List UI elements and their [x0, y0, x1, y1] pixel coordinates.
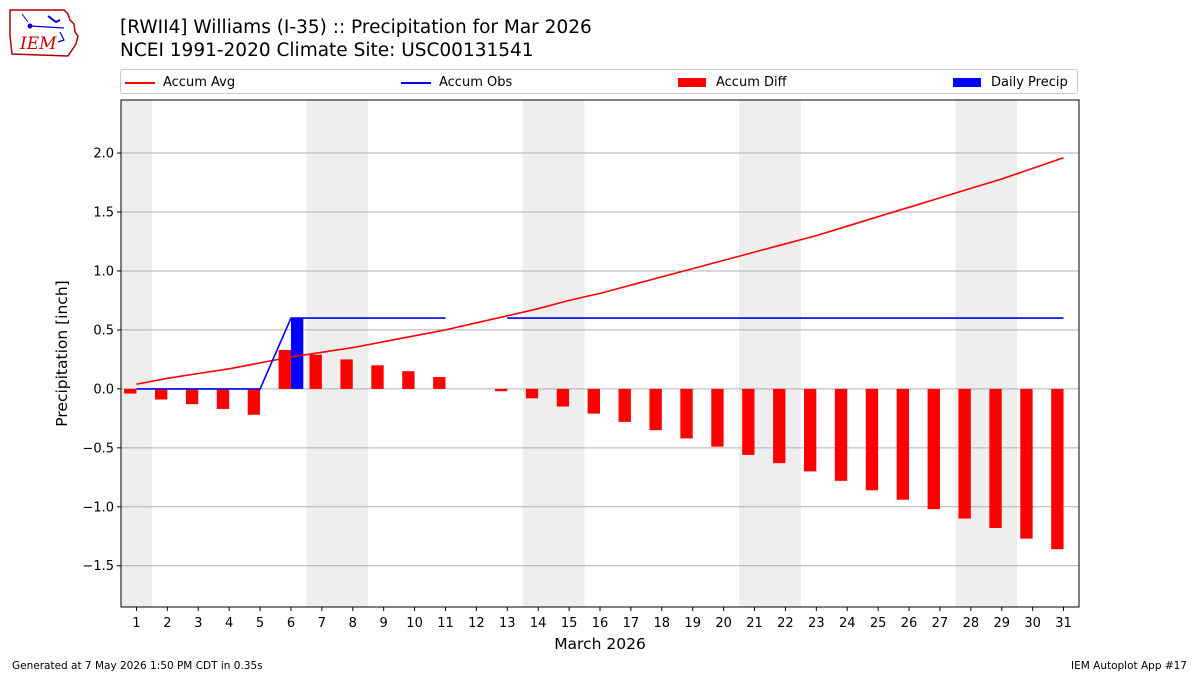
accum-diff-bar	[896, 388, 910, 500]
y-tick-label: −1.0	[82, 500, 114, 515]
accum-diff-bar	[927, 388, 940, 510]
x-tick-label: 27	[932, 616, 949, 631]
x-tick-label: 7	[318, 616, 326, 631]
x-tick-label: 23	[808, 616, 825, 631]
x-tick-label: 17	[623, 616, 640, 631]
accum-diff-bar	[773, 388, 786, 464]
daily-precip-bar	[290, 318, 304, 389]
app-credit: IEM Autoplot App #17	[1071, 660, 1187, 672]
weekend-band-3	[522, 100, 585, 607]
accum-diff-bar	[525, 388, 539, 399]
x-tick-label: 10	[406, 616, 423, 631]
legend-entry-daily-precip: Daily Precip	[953, 70, 1068, 95]
accum-diff-bar	[402, 371, 415, 389]
legend-label-daily-precip: Daily Precip	[991, 75, 1068, 90]
generated-timestamp: Generated at 7 May 2026 1:50 PM CDT in 0…	[12, 660, 263, 672]
x-tick-label: 31	[1055, 616, 1072, 631]
accum-diff-bar	[865, 388, 879, 491]
x-tick-label: 2	[163, 616, 171, 631]
accum-diff-bar	[216, 388, 230, 409]
x-tick-label: 29	[993, 616, 1010, 631]
legend-swatch-accum-diff	[678, 78, 706, 87]
x-tick-label: 5	[256, 616, 264, 631]
x-tick-label: 20	[715, 616, 732, 631]
x-tick-label: 1	[132, 616, 140, 631]
y-tick-label: 1.5	[93, 206, 114, 221]
x-tick-label: 14	[530, 616, 547, 631]
accum-diff-bar	[340, 359, 353, 389]
accum-diff-bar	[278, 349, 291, 389]
chart-subtitle: NCEI 1991-2020 Climate Site: USC00131541	[120, 40, 534, 61]
accum-diff-bar	[958, 388, 971, 519]
x-tick-label: 12	[468, 616, 485, 631]
accum-diff-bar	[989, 388, 1002, 529]
accum-diff-bar	[556, 388, 570, 407]
accum-diff-bar	[1051, 388, 1064, 550]
legend: Accum Avg Accum Obs Accum Diff Daily Pre…	[120, 69, 1078, 94]
accum-diff-bar	[154, 388, 168, 400]
accum-diff-bar	[649, 388, 662, 431]
x-tick-label: 13	[499, 616, 516, 631]
x-tick-label: 11	[437, 616, 454, 631]
x-tick-label: 30	[1024, 616, 1041, 631]
accum-diff-bar	[803, 388, 817, 472]
chart-title: [RWII4] Williams (I-35) :: Precipitation…	[120, 17, 592, 38]
accum-diff-bar	[587, 388, 600, 414]
x-tick-label: 15	[561, 616, 578, 631]
accum-diff-bar	[494, 388, 508, 392]
y-tick-label: 0.5	[93, 323, 114, 338]
x-tick-label: 21	[746, 616, 763, 631]
legend-swatch-accum-obs	[401, 81, 431, 84]
weekend-band-1	[121, 100, 152, 607]
x-tick-label: 3	[194, 616, 202, 631]
x-tick-label: 18	[654, 616, 671, 631]
x-tick-label: 24	[839, 616, 856, 631]
accum-diff-bar	[309, 354, 322, 389]
x-tick-label: 9	[380, 616, 388, 631]
accum-diff-bar	[834, 388, 848, 481]
accum-diff-bar	[433, 377, 446, 389]
y-axis-label: Precipitation [inch]	[53, 280, 71, 426]
y-tick-label: 0.0	[93, 382, 114, 397]
logo-text: IEM	[19, 34, 57, 54]
y-tick-label: −0.5	[82, 441, 114, 456]
x-tick-label: 25	[870, 616, 887, 631]
legend-swatch-daily-precip	[953, 78, 981, 87]
accum-diff-bar	[1020, 388, 1033, 539]
x-tick-label: 16	[592, 616, 609, 631]
legend-entry-accum-diff: Accum Diff	[678, 70, 787, 95]
accum-avg-line	[136, 157, 1064, 385]
legend-swatch-accum-avg	[125, 81, 155, 84]
accum-diff-bar	[618, 388, 631, 422]
y-tick-label: 1.0	[93, 264, 114, 279]
legend-label-accum-diff: Accum Diff	[716, 75, 787, 90]
legend-entry-accum-avg: Accum Avg	[125, 70, 235, 95]
x-tick-label: 28	[963, 616, 980, 631]
accum-diff-bar	[371, 365, 384, 389]
legend-label-accum-obs: Accum Obs	[439, 75, 513, 90]
accum-diff-bar	[185, 388, 199, 405]
accum-diff-bar	[711, 388, 724, 447]
x-axis-label: March 2026	[554, 635, 646, 653]
x-tick-label: 22	[777, 616, 794, 631]
x-tick-label: 26	[901, 616, 918, 631]
x-tick-label: 8	[349, 616, 357, 631]
iem-iowa-logo-icon: IEM	[9, 9, 79, 57]
accum-diff-bar	[680, 388, 693, 439]
accum-obs-line	[136, 317, 1064, 390]
weekend-band-4	[739, 100, 801, 607]
accum-diff-bar	[247, 388, 261, 415]
plot-frame	[120, 99, 1080, 608]
x-tick-label: 4	[225, 616, 233, 631]
y-tick-label: 2.0	[93, 147, 114, 162]
x-tick-label: 19	[684, 616, 701, 631]
y-tick-label: −1.5	[82, 559, 114, 574]
legend-entry-accum-obs: Accum Obs	[401, 70, 512, 95]
accum-diff-bar	[124, 388, 137, 394]
legend-label-accum-avg: Accum Avg	[163, 75, 236, 90]
x-tick-label: 6	[287, 616, 295, 631]
accum-diff-bar	[742, 388, 755, 455]
